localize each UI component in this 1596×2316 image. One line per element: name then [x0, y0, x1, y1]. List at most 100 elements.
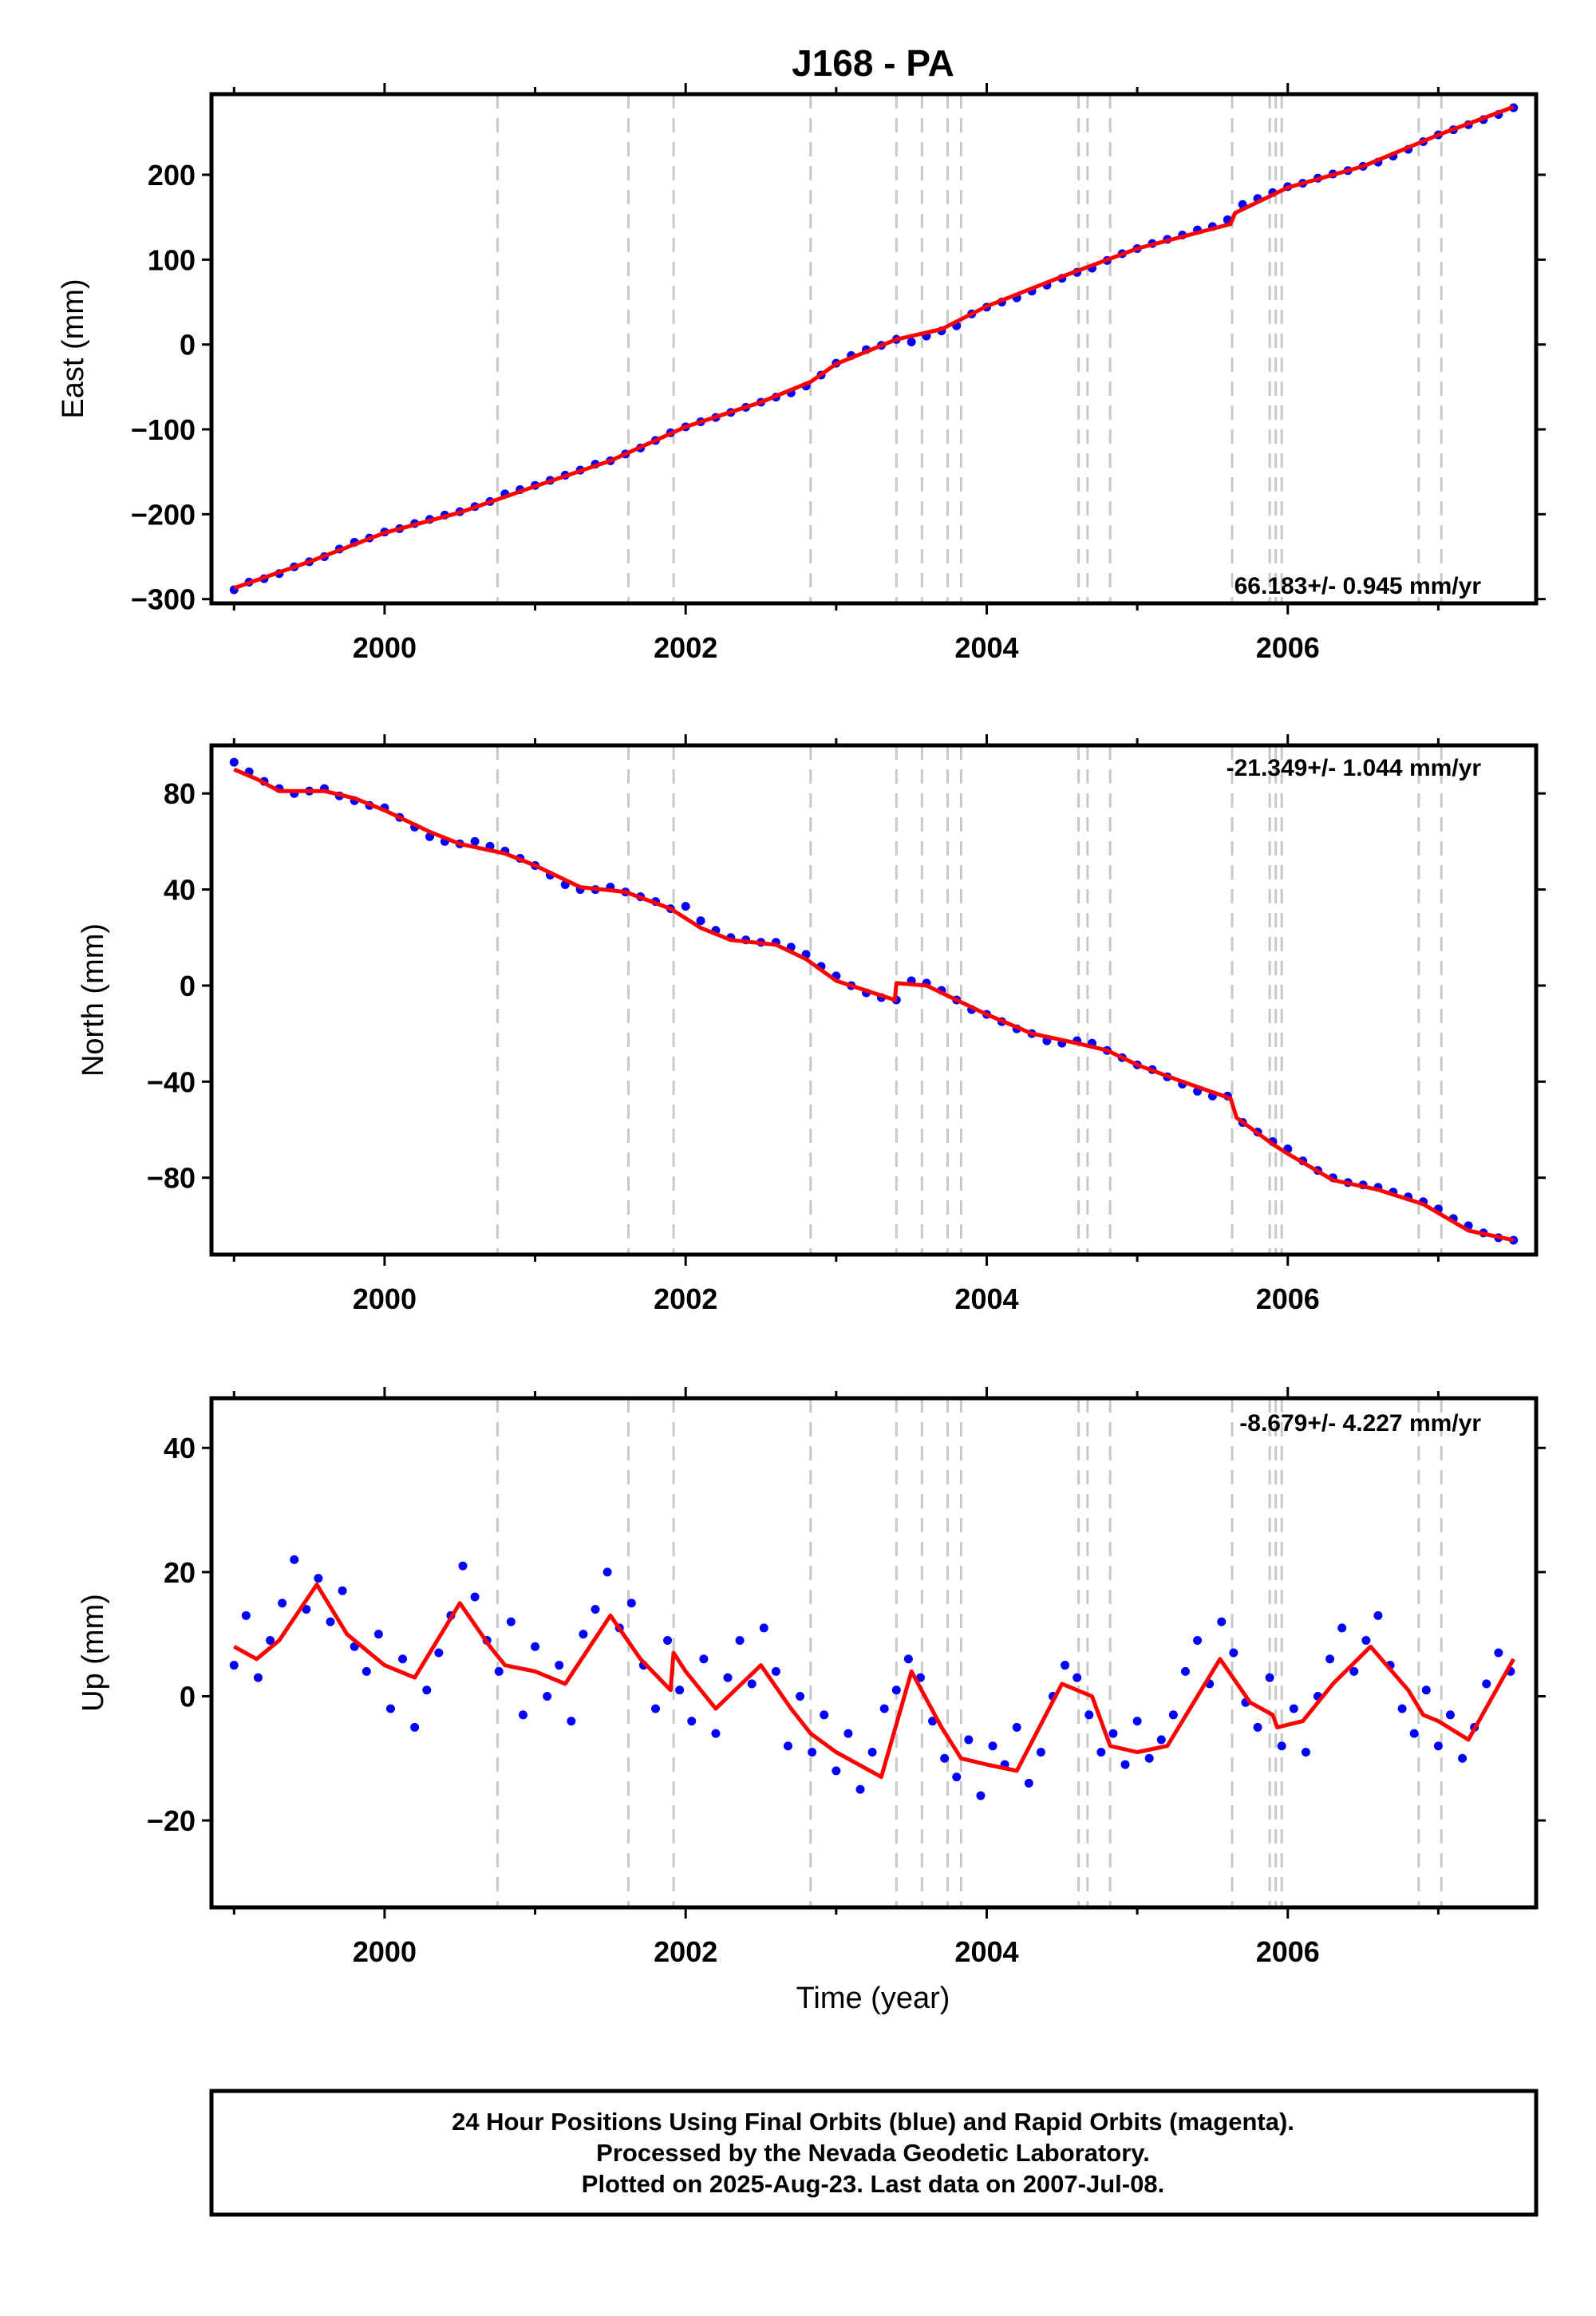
up-data-point — [1397, 1704, 1407, 1713]
north-data-point — [681, 902, 690, 911]
up-model-curve — [233, 1582, 1515, 1780]
up-x-tick-label: 2000 — [353, 1935, 417, 1968]
up-data-point — [241, 1611, 251, 1620]
up-data-point — [711, 1729, 721, 1738]
up-data-point — [1144, 1753, 1154, 1763]
footer-line-3: Plotted on 2025-Aug-23. Last data on 200… — [582, 2170, 1164, 2198]
up-data-point — [1277, 1741, 1286, 1751]
up-axis-ticks: 40 20 0 −20 2000 2002 2004 2006 — [147, 1387, 1546, 1968]
east-event-lines — [496, 94, 1443, 603]
up-data-point — [699, 1654, 709, 1664]
north-axis-ticks: 80 40 0 −40 −80 2000 2002 2004 2006 — [147, 734, 1546, 1315]
up-data-point — [1409, 1729, 1419, 1738]
east-y-tick-label: 0 — [180, 329, 196, 362]
up-data-point — [796, 1691, 805, 1701]
up-data-point — [398, 1654, 408, 1664]
footer-line-2: Processed by the Nevada Geodetic Laborat… — [596, 2139, 1150, 2167]
east-x-tick-label: 2004 — [954, 631, 1018, 664]
up-data-point — [891, 1686, 901, 1695]
east-y-tick-label: −300 — [131, 583, 196, 616]
up-data-point — [1325, 1654, 1335, 1664]
up-data-point — [663, 1635, 673, 1645]
up-data-point — [385, 1704, 395, 1713]
east-plot-frame — [209, 92, 1539, 606]
north-panel: 80 40 0 −40 −80 2000 2002 2004 2006 North (mm) -… — [77, 734, 1546, 1315]
up-data-point — [952, 1773, 962, 1782]
up-data-point — [567, 1717, 576, 1726]
up-data-point — [1482, 1679, 1491, 1689]
up-data-point — [1132, 1717, 1142, 1726]
north-x-tick-label: 2002 — [654, 1282, 717, 1315]
up-data-point — [506, 1617, 516, 1626]
up-data-point — [1096, 1747, 1106, 1757]
up-data-point — [229, 1661, 239, 1670]
up-data-point — [1458, 1753, 1468, 1763]
up-y-axis-label: Up (mm) — [77, 1594, 110, 1712]
up-y-tick-label: −20 — [147, 1804, 196, 1837]
up-data-point — [915, 1673, 925, 1682]
up-data-point — [1217, 1617, 1227, 1626]
east-rate-label: 66.183+/- 0.945 mm/yr — [1235, 573, 1482, 599]
north-data-points — [229, 757, 1519, 1245]
north-data-point — [229, 757, 239, 767]
north-y-axis-label: North (mm) — [77, 923, 110, 1077]
up-data-point — [735, 1635, 745, 1645]
up-data-point — [361, 1666, 371, 1676]
up-x-axis-label: Time (year) — [796, 1982, 950, 2015]
up-data-point — [1084, 1710, 1094, 1720]
north-x-tick-label: 2006 — [1256, 1282, 1320, 1315]
up-data-point — [820, 1710, 829, 1720]
up-data-point — [1289, 1704, 1298, 1713]
up-data-point — [1253, 1722, 1262, 1732]
north-model-line — [233, 767, 1515, 1243]
up-data-point — [1337, 1623, 1347, 1633]
up-y-tick-label: 0 — [180, 1680, 196, 1713]
up-data-point — [591, 1605, 600, 1614]
up-data-point — [470, 1592, 480, 1602]
north-y-tick-label: 40 — [164, 874, 196, 907]
up-data-point — [988, 1741, 998, 1751]
up-data-point — [1120, 1760, 1130, 1769]
east-x-tick-label: 2002 — [654, 631, 717, 664]
up-data-point — [903, 1654, 913, 1664]
up-x-tick-label: 2006 — [1256, 1935, 1320, 1968]
up-data-point — [1361, 1635, 1371, 1645]
up-data-point — [1108, 1729, 1118, 1738]
up-data-point — [1433, 1741, 1443, 1751]
up-data-point — [808, 1747, 817, 1757]
up-data-point — [940, 1753, 950, 1763]
east-axis-ticks: 200 100 0 −100 −200 −300 2000 2002 2004 2006 — [131, 83, 1546, 664]
north-plot-frame — [209, 743, 1539, 1257]
up-data-point — [410, 1722, 420, 1732]
up-panel: 40 20 0 −20 2000 2002 2004 2006 Up (mm) -8.679+… — [77, 1387, 1546, 2015]
up-data-point — [1180, 1666, 1190, 1676]
up-data-point — [1265, 1673, 1274, 1682]
up-data-point — [1168, 1710, 1178, 1720]
up-data-point — [422, 1686, 432, 1695]
up-data-point — [253, 1673, 263, 1682]
up-data-point — [928, 1717, 938, 1726]
east-data-point — [907, 337, 916, 346]
up-data-point — [290, 1555, 299, 1564]
up-data-point — [855, 1784, 865, 1794]
east-y-tick-label: 100 — [148, 243, 196, 276]
north-rate-label: -21.349+/- 1.044 mm/yr — [1227, 755, 1482, 781]
up-data-point — [1349, 1666, 1359, 1676]
up-data-point — [602, 1567, 612, 1577]
east-panel: 200 100 0 −100 −200 −300 2000 2002 2004 2006 East… — [57, 83, 1546, 664]
up-data-point — [314, 1574, 323, 1583]
north-y-tick-label: 0 — [180, 970, 196, 1002]
up-data-point — [302, 1605, 311, 1614]
up-rate-label: -8.679+/- 4.227 mm/yr — [1239, 1410, 1481, 1437]
east-x-tick-label: 2006 — [1256, 631, 1320, 664]
up-plot-frame — [209, 1396, 1539, 1910]
up-data-point — [687, 1717, 697, 1726]
up-data-point — [723, 1673, 733, 1682]
up-data-point — [458, 1561, 468, 1571]
up-data-point — [278, 1599, 287, 1608]
east-model-curve — [233, 105, 1515, 591]
up-event-lines — [496, 1398, 1443, 1907]
footer-box: 24 Hour Positions Using Final Orbits (bl… — [209, 2089, 1539, 2217]
up-data-point — [434, 1648, 444, 1658]
